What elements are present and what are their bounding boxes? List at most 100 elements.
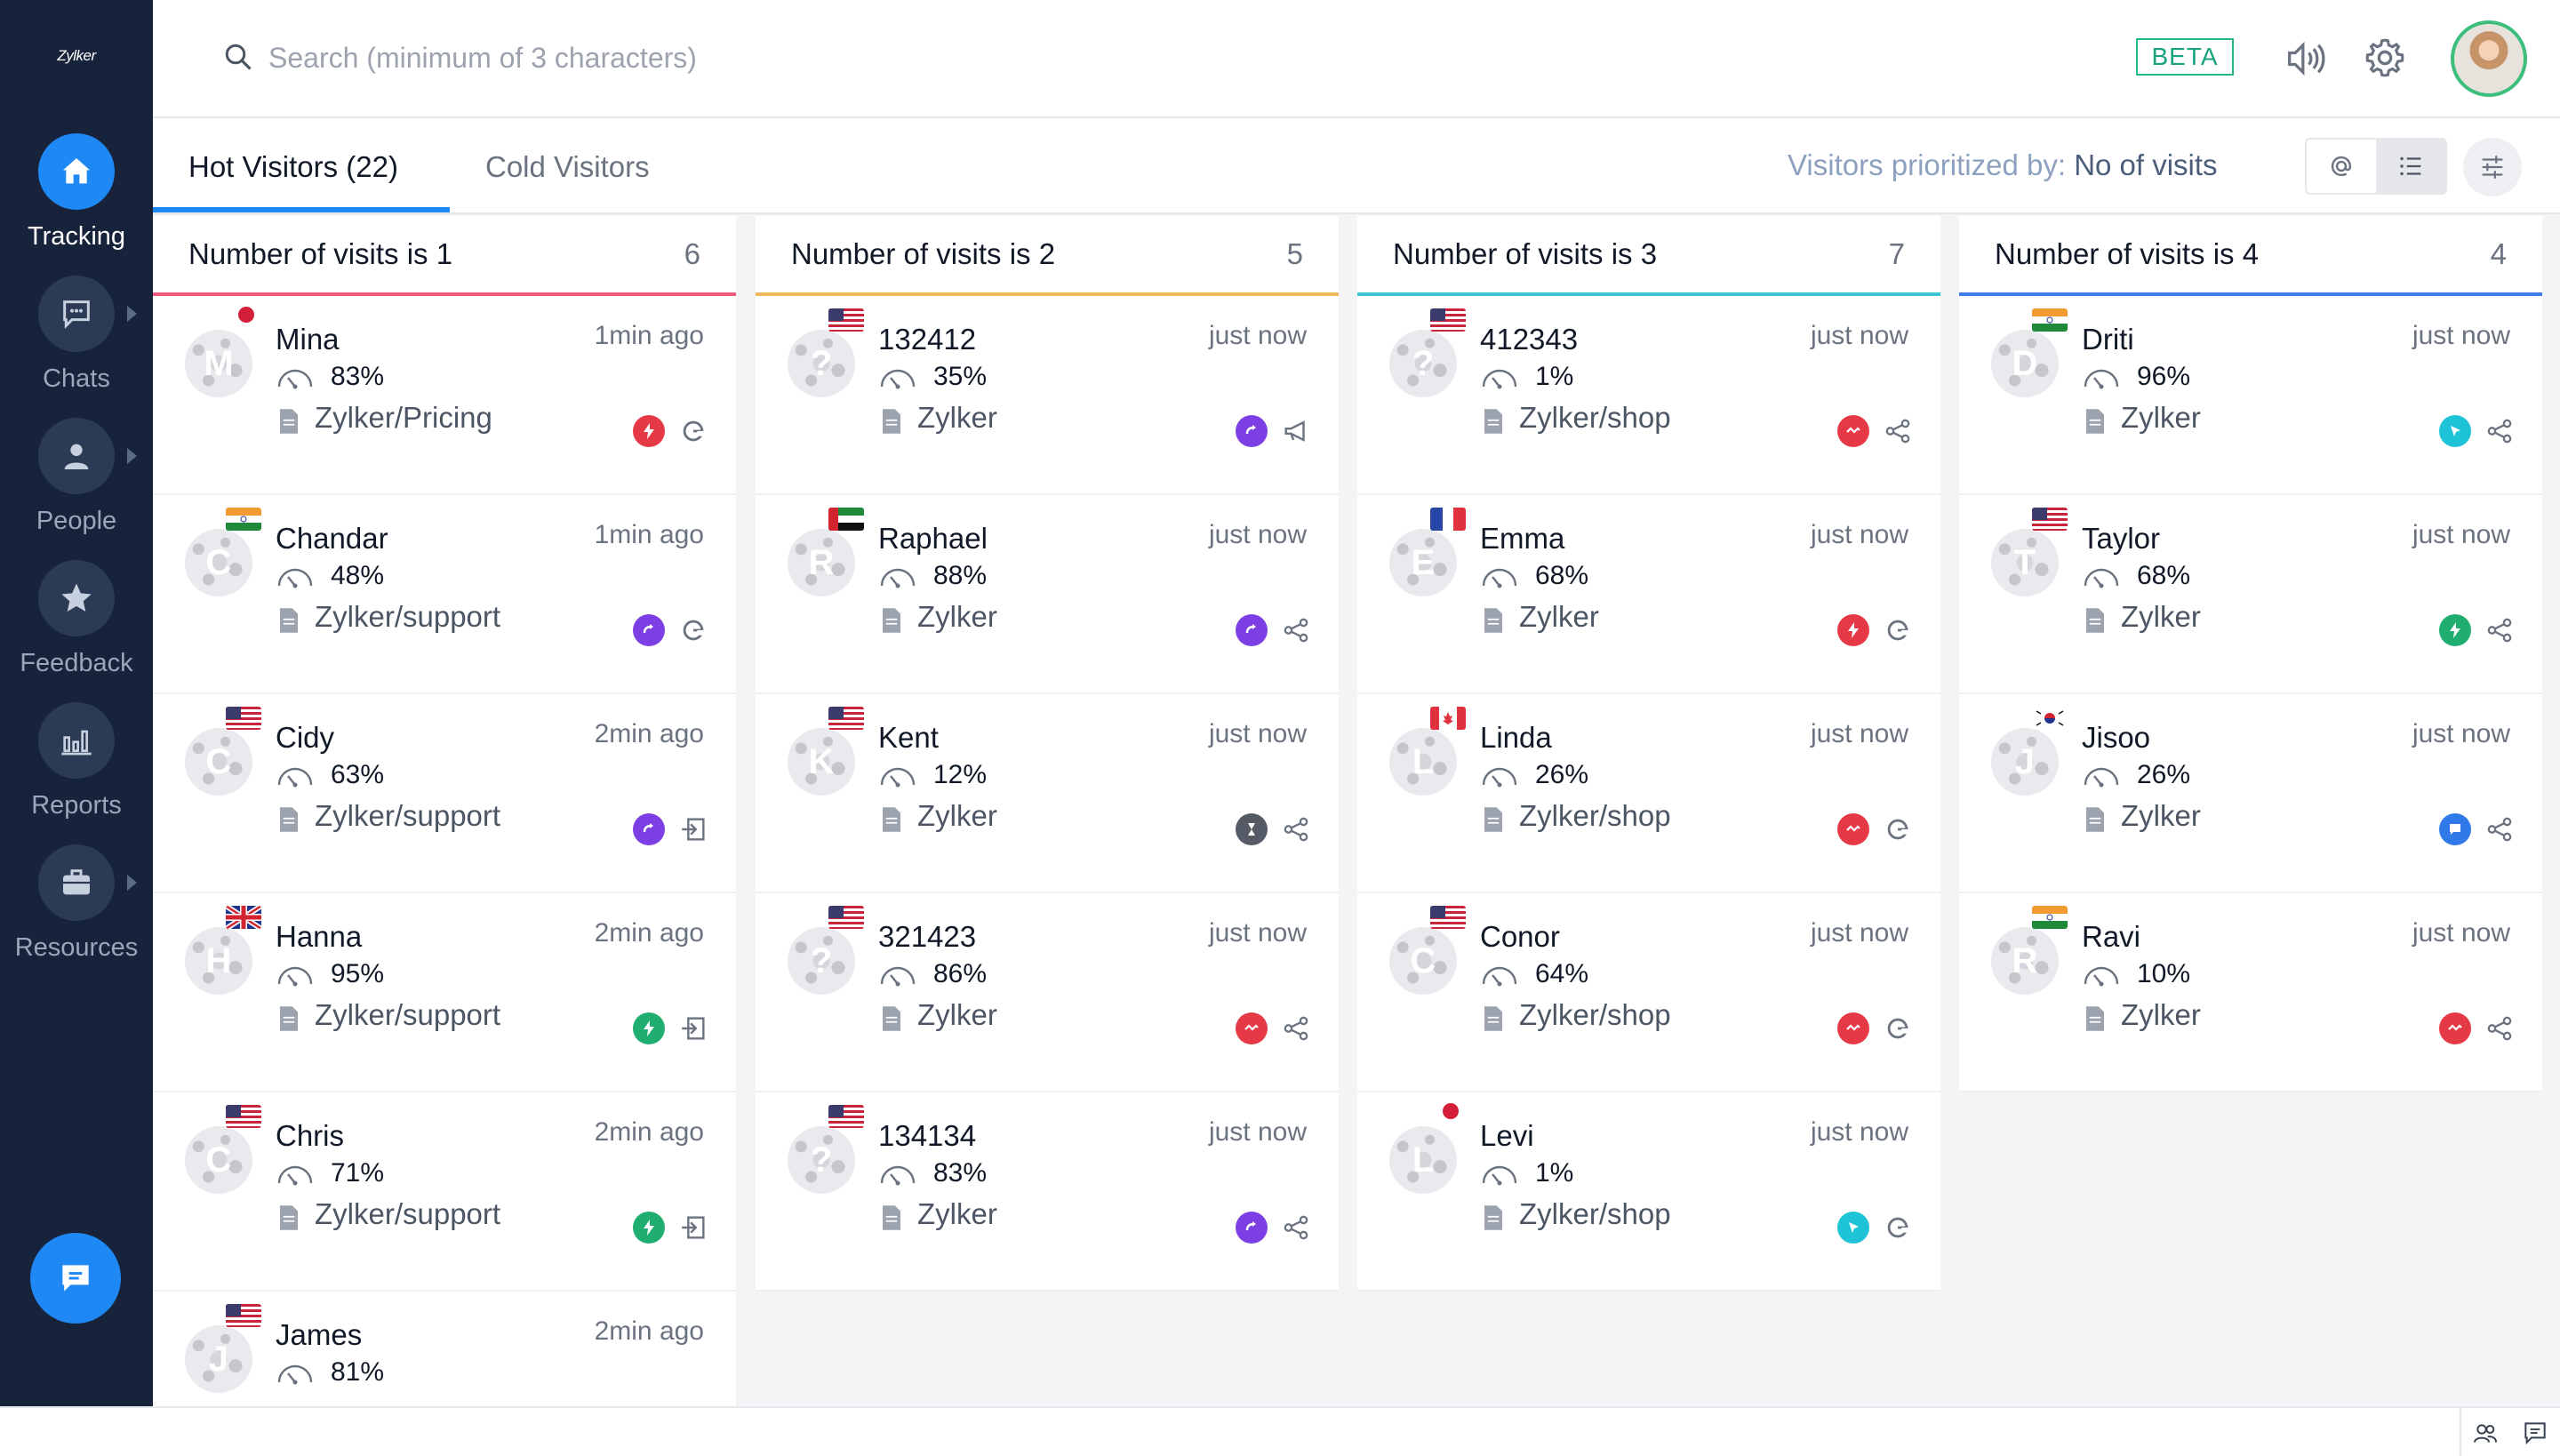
current-page: Zylker/support	[315, 600, 501, 633]
share-icon[interactable]	[1280, 1212, 1312, 1244]
visitor-name[interactable]: Conor	[1480, 920, 1560, 953]
visitor-card[interactable]: ? 134134 just now 83% Zylker	[756, 1092, 1339, 1292]
visitor-card[interactable]: J Jisoo just now 26% Zylker	[1959, 694, 2542, 893]
visitor-avatar: T	[1991, 529, 2059, 596]
visitor-card[interactable]: ? 412343 just now 1% Zylker/shop	[1357, 296, 1940, 495]
expand-arrow-icon[interactable]	[127, 875, 137, 891]
visitor-card[interactable]: E Emma just now 68% Zylker	[1357, 495, 1940, 694]
lead-score-gauge-icon	[2082, 364, 2121, 395]
sidebar-item-tracking[interactable]: Tracking	[0, 133, 153, 258]
share-icon[interactable]	[2484, 415, 2516, 447]
tab-hot-visitors[interactable]: Hot Visitors (22)	[188, 150, 398, 183]
visitor-card[interactable]: J James 2min ago 81%	[153, 1292, 736, 1406]
list-view-button[interactable]	[2376, 140, 2445, 193]
visitor-name[interactable]: 321423	[878, 920, 977, 953]
lead-score: 26%	[1535, 760, 1589, 789]
megaphone-icon[interactable]	[1280, 415, 1312, 447]
tab-cold-visitors[interactable]: Cold Visitors	[485, 150, 650, 183]
sign-in-icon[interactable]	[677, 1212, 709, 1244]
visitor-name[interactable]: Chris	[276, 1119, 345, 1152]
priority-label: Visitors prioritized by: No of visits	[1788, 148, 2218, 182]
visitor-name[interactable]: Cidy	[276, 721, 335, 754]
visitor-card[interactable]: C Chandar 1min ago 48% Zylker/support	[153, 495, 736, 694]
filter-button[interactable]	[2463, 138, 2522, 196]
share-icon[interactable]	[1280, 614, 1312, 646]
visitor-card[interactable]: ? 132412 just now 35% Zylker	[756, 296, 1339, 495]
visitors-icon[interactable]	[2471, 1419, 2500, 1447]
sign-in-icon[interactable]	[677, 813, 709, 845]
sidebar-item-resources[interactable]: Resources	[0, 844, 153, 969]
chat-launcher-button[interactable]	[30, 1233, 121, 1324]
visitor-avatar: L	[1389, 1126, 1457, 1194]
expand-arrow-icon[interactable]	[127, 306, 137, 322]
bottom-bar	[0, 1406, 2560, 1456]
visitor-card[interactable]: M Mina 1min ago 83% Zylker/Pricing	[153, 296, 736, 495]
lead-score-gauge-icon	[276, 762, 315, 793]
visitor-name[interactable]: Raphael	[878, 522, 988, 555]
google-icon[interactable]	[1882, 813, 1914, 845]
visitor-name[interactable]: Driti	[2082, 323, 2134, 356]
expand-arrow-icon[interactable]	[127, 448, 137, 464]
user-avatar[interactable]	[2451, 20, 2527, 97]
settings-gear-icon[interactable]	[2363, 36, 2407, 80]
sidebar-item-feedback[interactable]: Feedback	[0, 560, 153, 684]
sidebar-item-people[interactable]: People	[0, 418, 153, 542]
visitor-name[interactable]: Chandar	[276, 522, 388, 555]
visitor-card[interactable]: D Driti just now 96% Zylker	[1959, 296, 2542, 495]
visitor-card[interactable]: ? 321423 just now 86% Zylker	[756, 893, 1339, 1092]
lead-score: 48%	[331, 561, 385, 590]
visitor-avatar: L	[1389, 728, 1457, 796]
visit-time: just now	[1208, 918, 1307, 948]
lead-score-gauge-icon	[276, 961, 315, 992]
visitor-name[interactable]: Hanna	[276, 920, 363, 953]
visitor-card[interactable]: L Levi just now 1% Zylker/shop	[1357, 1092, 1940, 1292]
visitor-card[interactable]: K Kent just now 12% Zylker	[756, 694, 1339, 893]
share-icon[interactable]	[2484, 614, 2516, 646]
visitor-card[interactable]: C Chris 2min ago 71% Zylker/support	[153, 1092, 736, 1292]
visitor-card[interactable]: T Taylor just now 68% Zylker	[1959, 495, 2542, 694]
share-icon[interactable]	[1280, 1012, 1312, 1044]
visitor-name[interactable]: Mina	[276, 323, 340, 356]
google-icon[interactable]	[1882, 1212, 1914, 1244]
sidebar-item-chats[interactable]: Chats	[0, 276, 153, 400]
column-header: Number of visits is 3 7	[1357, 216, 1940, 296]
visitor-name[interactable]: Levi	[1480, 1119, 1534, 1152]
visitor-card[interactable]: R Ravi just now 10% Zylker	[1959, 893, 2542, 1092]
visit-time: just now	[1810, 918, 1908, 948]
google-icon[interactable]	[1882, 614, 1914, 646]
visitor-card[interactable]: C Conor just now 64% Zylker/shop	[1357, 893, 1940, 1092]
google-icon[interactable]	[1882, 1012, 1914, 1044]
share-icon[interactable]	[1280, 813, 1312, 845]
visitor-name[interactable]: Kent	[878, 721, 939, 754]
sidebar-item-label: Feedback	[20, 649, 133, 677]
visitor-card[interactable]: L Linda just now 26% Zylker/shop	[1357, 694, 1940, 893]
visitor-name[interactable]: James	[276, 1318, 363, 1351]
lightning-icon	[633, 1212, 665, 1244]
google-icon[interactable]	[677, 614, 709, 646]
lead-score: 64%	[1535, 959, 1589, 988]
google-icon[interactable]	[677, 415, 709, 447]
share-icon[interactable]	[1882, 415, 1914, 447]
visitor-card[interactable]: R Raphael just now 88% Zylker	[756, 495, 1339, 694]
visitor-name[interactable]: 132412	[878, 323, 977, 356]
visitor-name[interactable]: 134134	[878, 1119, 977, 1152]
visitor-name[interactable]: Ravi	[2082, 920, 2141, 953]
visitor-name[interactable]: Linda	[1480, 721, 1552, 754]
share-icon[interactable]	[2484, 1012, 2516, 1044]
message-icon[interactable]	[2521, 1419, 2549, 1447]
visitor-card[interactable]: C Cidy 2min ago 63% Zylker/support	[153, 694, 736, 893]
visitor-name[interactable]: 412343	[1480, 323, 1579, 356]
visitor-name[interactable]: Jisoo	[2082, 721, 2151, 754]
share-icon[interactable]	[2484, 813, 2516, 845]
sound-icon[interactable]	[2282, 36, 2328, 82]
priority-value[interactable]: No of visits	[2074, 148, 2218, 181]
search-input[interactable]	[268, 36, 1068, 80]
visitor-avatar: R	[1991, 927, 2059, 995]
sign-in-icon[interactable]	[677, 1012, 709, 1044]
mention-view-button[interactable]	[2307, 140, 2376, 193]
page-icon	[2084, 806, 2107, 837]
visitor-name[interactable]: Taylor	[2082, 522, 2161, 555]
visitor-name[interactable]: Emma	[1480, 522, 1565, 555]
visitor-card[interactable]: H Hanna 2min ago 95% Zylker/support	[153, 893, 736, 1092]
sidebar-item-reports[interactable]: Reports	[0, 702, 153, 827]
